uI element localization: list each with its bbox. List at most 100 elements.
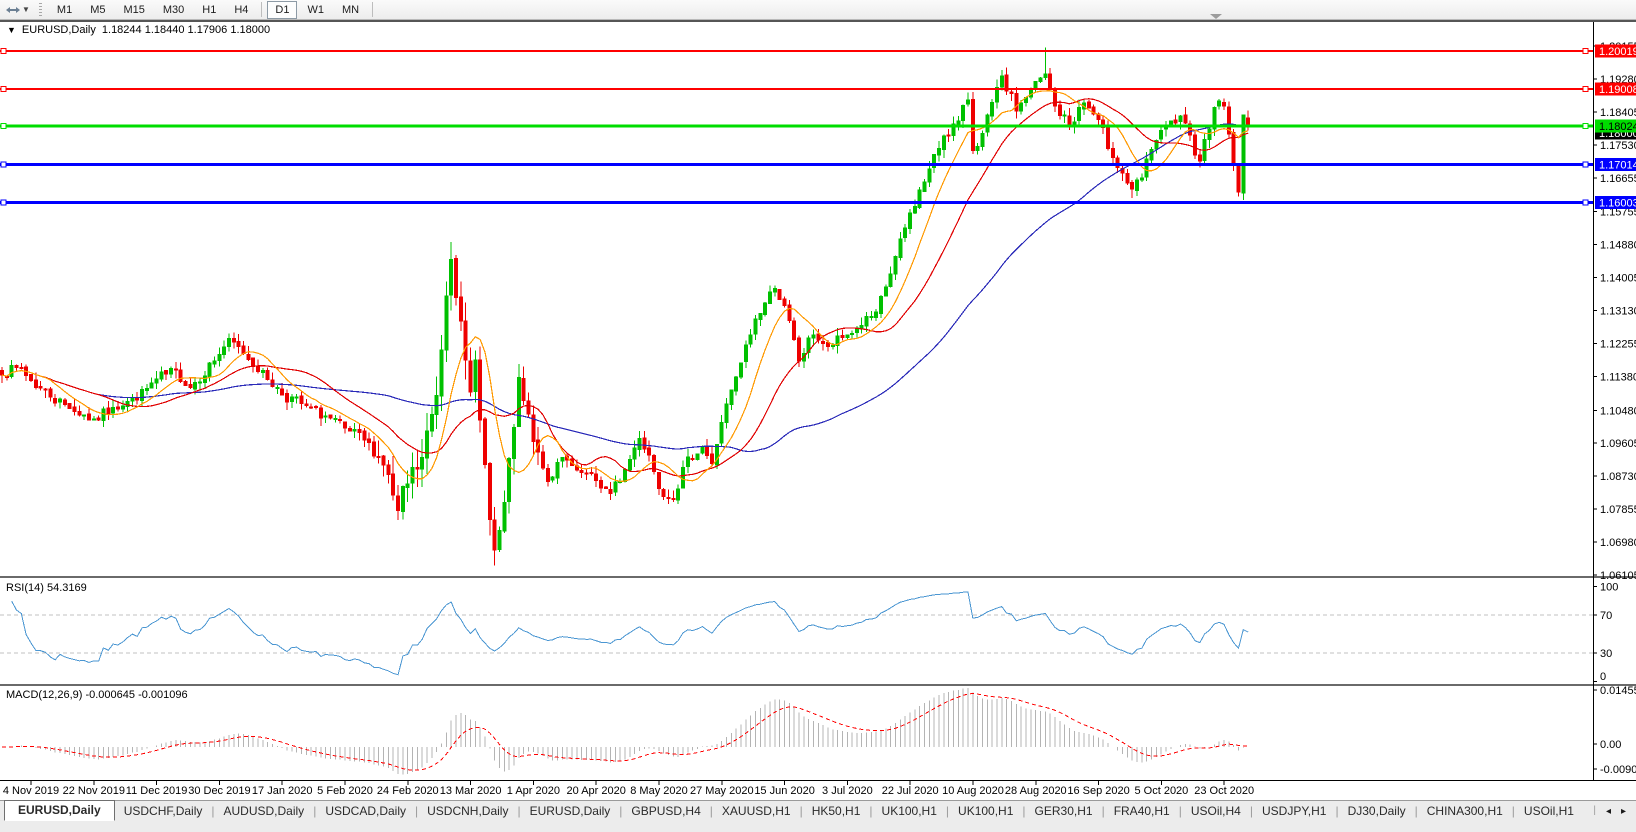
candle-body[interactable] [806,337,811,353]
candle-body[interactable] [159,371,164,380]
candle-body[interactable] [975,146,980,152]
candle-body[interactable] [400,485,405,513]
candle-body[interactable] [101,408,106,421]
candle-body[interactable] [710,453,715,464]
candle-body[interactable] [584,472,589,475]
candle-body[interactable] [1110,148,1115,159]
candle-body[interactable] [888,273,893,287]
candle-body[interactable] [758,312,763,320]
candle-body[interactable] [729,389,734,405]
chart-tab-CHINA300H1-16[interactable]: CHINA300,H1 [1426,804,1503,818]
candle-body[interactable] [681,466,686,489]
candle-body[interactable] [294,396,299,399]
candle-body[interactable] [478,359,483,421]
candle-body[interactable] [1241,114,1246,194]
candle-body[interactable] [299,395,304,405]
candle-body[interactable] [980,132,985,147]
candle-body[interactable] [463,320,468,361]
candle-body[interactable] [260,370,265,373]
candle-body[interactable] [72,406,77,413]
candle-body[interactable] [1091,106,1096,115]
candle-body[interactable] [396,495,401,511]
chart-tab-USDJPYH1-14[interactable]: USDJPY,H1 [1261,804,1327,818]
candle-body[interactable] [748,334,753,345]
candle-body[interactable] [941,135,946,151]
candle-body[interactable] [425,430,430,459]
candle-body[interactable] [671,498,676,501]
candle-body[interactable] [492,519,497,551]
candle-body[interactable] [231,337,236,343]
timeframe-button-H4[interactable]: H4 [234,3,249,16]
chart-tab-AUDUSDDaily-2[interactable]: AUDUSD,Daily [223,804,305,818]
candle-body[interactable] [473,359,478,393]
candle-body[interactable] [502,502,507,532]
candle-body[interactable] [637,438,642,450]
chart-collapse-icon[interactable]: ▼ [7,25,16,35]
chart-window[interactable]: 1.201551.192801.184051.175301.166551.157… [0,20,1636,800]
line-handle[interactable] [1582,199,1589,206]
candle-body[interactable] [642,437,647,450]
candle-body[interactable] [767,291,772,305]
candle-body[interactable] [222,346,227,355]
candle-body[interactable] [850,332,855,336]
candle-body[interactable] [632,447,637,460]
candle-body[interactable] [734,376,739,392]
candle-body[interactable] [309,406,314,409]
candle-body[interactable] [82,414,87,417]
line-handle[interactable] [1582,161,1589,168]
chart-tab-GER30H1-11[interactable]: GER30,H1 [1034,804,1093,818]
candle-body[interactable] [38,385,43,389]
candle-body[interactable] [86,413,91,421]
candle-body[interactable] [1086,101,1091,109]
candle-body[interactable] [864,316,869,327]
candle-body[interactable] [869,315,874,318]
candle-body[interactable] [270,379,275,388]
line-handle[interactable] [0,199,7,206]
candle-body[interactable] [28,373,33,382]
candle-body[interactable] [19,366,24,369]
candle-body[interactable] [763,302,768,316]
candle-body[interactable] [429,414,434,432]
candle-body[interactable] [454,257,459,299]
candle-body[interactable] [792,320,797,340]
candle-body[interactable] [120,405,125,410]
candle-body[interactable] [994,87,999,103]
candle-body[interactable] [999,75,1004,88]
chart-tab-EURUSDDaily-5[interactable]: EURUSD,Daily [529,804,611,818]
candle-body[interactable] [169,367,174,375]
candle-body[interactable] [1009,91,1014,95]
candle-body[interactable] [772,287,777,293]
candle-body[interactable] [246,353,251,360]
candle-body[interactable] [893,256,898,275]
line-handle[interactable] [0,48,7,55]
candle-body[interactable] [468,360,473,393]
candle-body[interactable] [33,379,38,388]
candle-body[interactable] [656,472,661,489]
candle-body[interactable] [376,455,381,458]
candle-body[interactable] [1178,115,1183,122]
candle-body[interactable] [1043,73,1048,79]
candle-body[interactable] [77,410,82,416]
candle-body[interactable] [985,114,990,133]
timeframe-button-M1[interactable]: M1 [56,3,73,16]
candle-body[interactable] [188,384,193,388]
candle-body[interactable] [598,480,603,489]
timeframe-button-D1[interactable]: D1 [267,0,298,19]
candle-body[interactable] [990,101,995,117]
candle-body[interactable] [927,168,932,183]
candle-body[interactable] [62,399,67,406]
candle-body[interactable] [531,414,536,442]
chart-tab-EURUSDDaily-0[interactable]: EURUSD,Daily [4,800,115,821]
candle-body[interactable] [1226,106,1231,135]
line-handle[interactable] [1582,48,1589,55]
candle-body[interactable] [449,259,454,296]
ma-slow-line[interactable] [1,123,1249,453]
candle-body[interactable] [912,206,917,214]
candle-body[interactable] [357,428,362,433]
candle-body[interactable] [198,381,203,384]
candle-body[interactable] [1183,114,1188,124]
candle-body[interactable] [1048,73,1053,90]
candle-body[interactable] [338,418,343,422]
candle-body[interactable] [1173,119,1178,124]
candle-body[interactable] [545,468,550,482]
